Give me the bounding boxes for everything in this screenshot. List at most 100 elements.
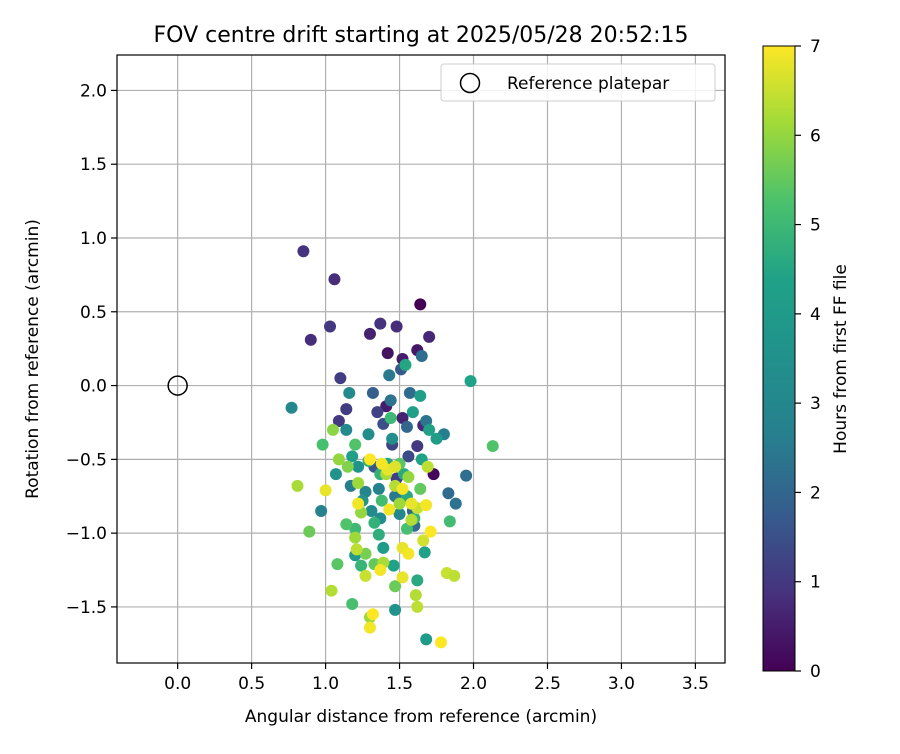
colorbar-tick-label: 3	[810, 394, 821, 414]
data-point	[418, 546, 431, 559]
data-point	[396, 571, 409, 584]
colorbar-tick-label: 2	[810, 483, 821, 503]
x-tick-label: 2.5	[534, 674, 561, 694]
data-point	[374, 564, 387, 577]
data-point	[375, 494, 388, 507]
data-point	[375, 457, 388, 470]
data-point	[384, 412, 397, 425]
data-point	[443, 515, 456, 528]
data-point	[414, 482, 427, 495]
data-point	[363, 621, 376, 634]
y-tick-label: 2.0	[80, 81, 107, 101]
x-axis-label: Angular distance from reference (arcmin)	[245, 707, 597, 727]
data-point	[415, 350, 428, 363]
data-point	[448, 569, 461, 582]
data-point	[377, 541, 390, 554]
data-point	[403, 386, 416, 399]
data-point	[464, 375, 477, 388]
data-point	[350, 543, 363, 556]
data-point	[352, 476, 365, 489]
data-point	[340, 403, 353, 416]
data-point	[402, 450, 415, 463]
y-axis-label: Rotation from reference (arcmin)	[23, 219, 43, 499]
data-point	[393, 497, 406, 510]
data-point	[331, 558, 344, 571]
colorbar-tick-label: 6	[810, 126, 821, 146]
data-point	[332, 453, 345, 466]
data-point	[400, 522, 413, 535]
data-point	[406, 406, 419, 419]
legend: Reference platepar	[440, 63, 716, 102]
data-point	[349, 522, 362, 535]
data-point	[390, 320, 403, 333]
data-point	[319, 484, 332, 497]
data-point	[297, 245, 310, 258]
data-point	[414, 298, 427, 311]
data-point	[434, 636, 447, 649]
x-tick-label: 3.5	[682, 674, 709, 694]
data-point	[325, 584, 338, 597]
data-point	[420, 499, 433, 512]
data-point	[352, 497, 365, 510]
data-point	[315, 505, 328, 517]
data-point	[396, 482, 409, 495]
data-point	[384, 394, 397, 407]
data-point	[340, 423, 353, 436]
data-point	[329, 468, 342, 481]
grid	[117, 55, 725, 663]
data-point	[304, 333, 317, 346]
x-tick-label: 0.0	[164, 674, 191, 694]
x-axis-ticks: 0.0 0.5 1.0 1.5 2.0 2.5 3.0 3.5	[164, 663, 709, 694]
data-point	[389, 460, 402, 473]
y-tick-label: 1.0	[80, 229, 107, 249]
data-point	[316, 438, 329, 451]
data-point	[359, 547, 372, 560]
colorbar-tick-label: 7	[810, 37, 821, 57]
data-point	[486, 440, 499, 453]
y-axis-ticks: −1.5 −1.0 −0.5 0.0 0.5 1.0 1.5 2.0	[66, 81, 117, 618]
data-point	[383, 503, 396, 516]
data-point	[389, 580, 402, 593]
colorbar: 0 1 2 3 4 5 6 7 Hours from first FF file	[762, 37, 851, 682]
colorbar-tick-label: 0	[810, 662, 821, 682]
colorbar-tick-label: 1	[810, 573, 821, 593]
data-point	[346, 450, 359, 463]
data-point	[362, 428, 375, 441]
data-point	[393, 507, 406, 520]
data-point	[421, 460, 434, 473]
data-point	[405, 497, 418, 510]
x-tick-label: 1.0	[312, 674, 339, 694]
data-point	[399, 358, 412, 371]
data-point	[374, 317, 387, 330]
data-point	[402, 547, 415, 560]
x-tick-label: 3.0	[608, 674, 635, 694]
colorbar-gradient	[762, 45, 796, 672]
x-tick-label: 1.5	[386, 674, 413, 694]
data-point	[372, 482, 385, 495]
legend-box	[440, 63, 716, 102]
data-point	[328, 273, 341, 286]
data-point	[396, 412, 409, 425]
colorbar-ticks: 0 1 2 3 4 5 6 7	[795, 37, 821, 682]
data-point	[368, 516, 381, 529]
data-point	[381, 347, 394, 360]
data-point	[303, 525, 316, 538]
reference-platepar-marker	[167, 375, 188, 396]
data-point	[411, 574, 424, 587]
data-point	[349, 438, 362, 451]
data-point	[420, 633, 433, 646]
data-point	[424, 525, 437, 538]
data-point	[417, 534, 430, 547]
data-point	[389, 603, 402, 616]
data-point	[411, 440, 424, 453]
data-point	[346, 597, 359, 610]
data-point	[442, 487, 455, 500]
colorbar-tick-label: 4	[810, 305, 821, 325]
data-point	[326, 423, 339, 436]
y-tick-label: 0.0	[80, 377, 107, 397]
data-point	[332, 414, 345, 427]
data-point	[383, 369, 396, 382]
data-point	[366, 386, 379, 399]
data-point	[402, 471, 415, 484]
data-point	[291, 479, 304, 492]
